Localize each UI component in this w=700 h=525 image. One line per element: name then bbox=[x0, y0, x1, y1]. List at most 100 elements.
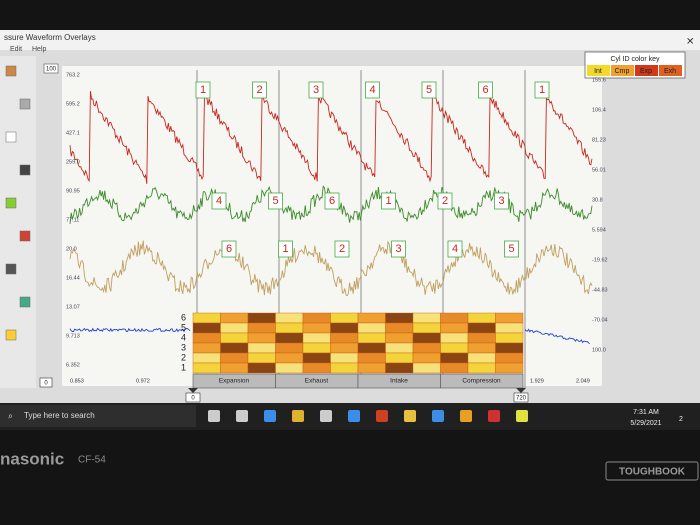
tool-icon[interactable] bbox=[5, 263, 17, 275]
toolbar-box bbox=[43, 63, 59, 74]
cylinder-box bbox=[391, 240, 406, 258]
left-axis-label: 16.44 bbox=[66, 275, 80, 281]
tool-icon[interactable] bbox=[19, 98, 31, 110]
cylinder-number: 3 bbox=[313, 84, 319, 96]
cylinder-box bbox=[252, 81, 267, 99]
phase-cell bbox=[357, 332, 386, 344]
phase-cell bbox=[412, 332, 441, 344]
taskbar-icon[interactable] bbox=[460, 410, 472, 422]
taskbar-icon[interactable] bbox=[432, 410, 444, 422]
phase-cell bbox=[192, 312, 221, 324]
taskbar-icon[interactable] bbox=[404, 410, 416, 422]
phase-cell bbox=[385, 342, 414, 354]
x-axis-label: 0.853 bbox=[70, 378, 84, 384]
tool-icon[interactable] bbox=[5, 65, 17, 77]
marker-box[interactable] bbox=[513, 392, 529, 403]
toolbar-value: 100 bbox=[46, 67, 57, 73]
cylinder-box bbox=[221, 240, 237, 258]
color-key-swatch bbox=[587, 65, 610, 76]
taskbar-icon[interactable] bbox=[320, 410, 332, 422]
cylinder-box bbox=[278, 240, 293, 258]
phase-cell bbox=[247, 312, 276, 324]
phase-cell bbox=[467, 342, 496, 354]
cylinder-number: 6 bbox=[226, 243, 232, 255]
grid-row-label: 1 bbox=[181, 362, 186, 372]
notification-badge[interactable]: 2 bbox=[679, 416, 683, 423]
phase-cell bbox=[330, 312, 359, 324]
grid-row-label: 6 bbox=[181, 312, 186, 322]
taskbar-icon[interactable] bbox=[292, 410, 304, 422]
search-text[interactable]: Type here to search bbox=[24, 411, 95, 420]
tool-icon[interactable] bbox=[19, 296, 31, 308]
phase-cell bbox=[440, 322, 469, 334]
grid-row-label: 5 bbox=[181, 322, 186, 332]
color-key-label: Exh bbox=[664, 68, 676, 75]
phase-cell bbox=[192, 362, 221, 374]
tool-icon[interactable] bbox=[19, 230, 31, 242]
phase-cell bbox=[412, 322, 441, 334]
cylinder-number: 4 bbox=[369, 84, 375, 96]
window-title: ssure Waveform Overlays bbox=[4, 33, 96, 42]
cylinder-box bbox=[421, 81, 437, 99]
tool-icon[interactable] bbox=[5, 197, 17, 209]
cylinder-number: 1 bbox=[200, 84, 206, 96]
clock-date: 5/29/2021 bbox=[630, 420, 661, 427]
phase-cell bbox=[302, 342, 331, 354]
right-axis-label: 5.594 bbox=[592, 227, 606, 233]
phase-cell bbox=[192, 322, 221, 334]
tool-icon[interactable] bbox=[19, 164, 31, 176]
cylinder-number: 2 bbox=[339, 243, 345, 255]
cylinder-number: 1 bbox=[539, 84, 545, 96]
taskbar-icon[interactable] bbox=[376, 410, 388, 422]
red-waveform bbox=[69, 91, 593, 184]
phase-cell bbox=[220, 332, 249, 344]
cylinder-box bbox=[268, 192, 283, 210]
left-axis-label: 13.07 bbox=[66, 304, 80, 310]
taskbar-icon[interactable] bbox=[264, 410, 276, 422]
phase-cell bbox=[467, 322, 496, 334]
phase-cell bbox=[467, 332, 496, 344]
right-axis-label: 56.01 bbox=[592, 167, 606, 173]
right-axis-label: 106.4 bbox=[592, 107, 606, 113]
clock-time: 7:31 AM bbox=[633, 409, 659, 416]
phase-cell bbox=[247, 342, 276, 354]
taskbar-icon[interactable] bbox=[488, 410, 500, 422]
phase-cell bbox=[220, 322, 249, 334]
taskbar-icon[interactable] bbox=[348, 410, 360, 422]
cylinder-number: 2 bbox=[442, 195, 448, 207]
phase-cell bbox=[330, 322, 359, 334]
cylinder-box bbox=[381, 192, 396, 210]
grid-row-label: 4 bbox=[181, 332, 186, 342]
title-bar bbox=[0, 30, 700, 50]
taskbar-icon[interactable] bbox=[208, 410, 220, 422]
cylinder-box bbox=[494, 192, 509, 210]
phase-cell bbox=[220, 362, 249, 374]
left-axis-label: 20.0 bbox=[66, 246, 77, 252]
cursor-marker bbox=[188, 388, 198, 393]
toolbox bbox=[0, 56, 36, 388]
taskbar-icon[interactable] bbox=[236, 410, 248, 422]
phase-cell bbox=[385, 352, 414, 364]
cylinder-number: 6 bbox=[482, 84, 488, 96]
tool-icon[interactable] bbox=[5, 329, 17, 341]
search-box[interactable] bbox=[0, 405, 196, 427]
tool-icon[interactable] bbox=[5, 131, 17, 143]
close-button[interactable]: ✕ bbox=[686, 37, 694, 48]
right-axis-label: 30.8 bbox=[592, 197, 603, 203]
blue-waveform-left bbox=[69, 327, 191, 333]
marker-box[interactable] bbox=[185, 392, 201, 403]
taskbar-icon[interactable] bbox=[516, 410, 528, 422]
tan-waveform bbox=[69, 240, 593, 297]
phase-cell bbox=[412, 352, 441, 364]
left-axis-label: 90.95 bbox=[66, 188, 80, 194]
stroke-cell bbox=[440, 373, 524, 389]
menu-item[interactable]: Edit bbox=[10, 46, 22, 53]
menu-item[interactable]: Help bbox=[32, 46, 47, 53]
cylinder-box bbox=[534, 81, 550, 99]
phase-cell bbox=[247, 362, 276, 374]
left-axis-label: 77.11 bbox=[66, 217, 79, 223]
phase-cell bbox=[440, 312, 469, 324]
cylinder-box bbox=[324, 192, 340, 210]
phase-cell bbox=[357, 362, 386, 374]
